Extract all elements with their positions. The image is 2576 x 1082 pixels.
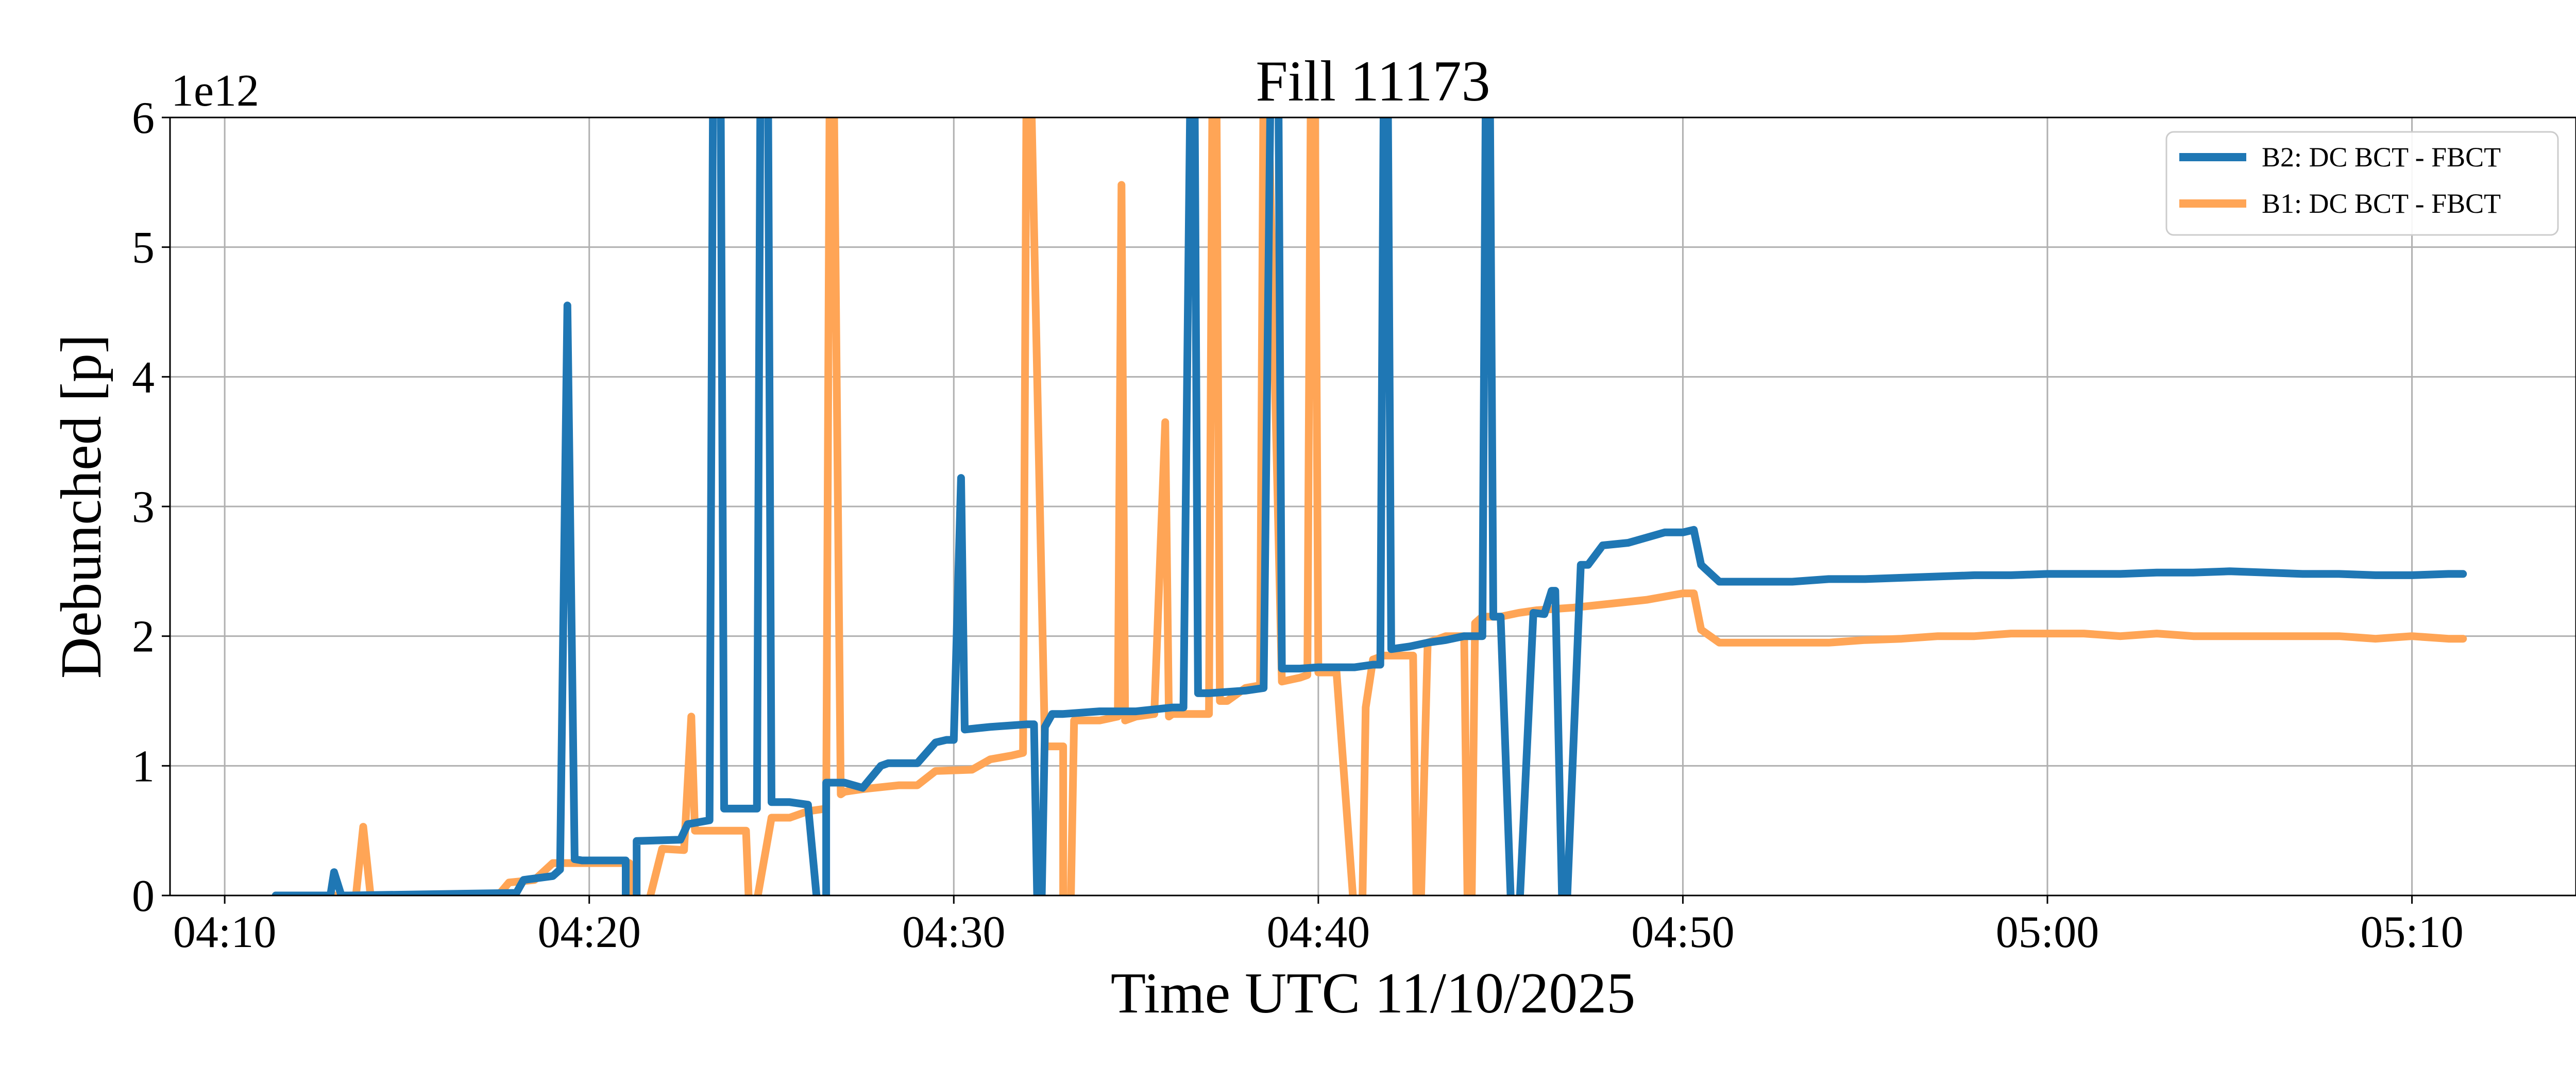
- x-axis-label: Time UTC 11/10/2025: [1111, 961, 1636, 1025]
- y-tick-label: 5: [132, 223, 155, 273]
- x-tick-label: 05:10: [2360, 907, 2463, 957]
- legend-label-b2: B2: DC BCT - FBCT: [2262, 142, 2501, 173]
- x-tick-label: 04:20: [537, 907, 640, 957]
- axis-ticks: 04:10 04:20 04:30 04:40 04:50 05:00 05:10 0 1 2 3 4…: [132, 93, 2464, 957]
- x-tick-label: 05:00: [1996, 907, 2099, 957]
- y-tick-label: 0: [132, 871, 155, 921]
- x-tick-label: 04:50: [1631, 907, 1734, 957]
- legend-label-b1: B1: DC BCT - FBCT: [2262, 188, 2501, 219]
- y-tick-label: 4: [132, 352, 155, 402]
- x-tick-label: 04:10: [173, 907, 276, 957]
- x-tick-label: 04:40: [1267, 907, 1370, 957]
- series-line-b1: [272, 117, 2467, 895]
- y-tick-label: 3: [132, 482, 155, 532]
- y-axis-label: Debunched [p]: [49, 334, 113, 679]
- y-tick-label: 6: [132, 93, 155, 143]
- x-tick-label: 04:30: [902, 907, 1005, 957]
- y-tick-label: 1: [132, 741, 155, 791]
- legend: B2: DC BCT - FBCT B1: DC BCT - FBCT: [2165, 131, 2559, 236]
- y-offset-label: 1e12: [171, 66, 259, 116]
- chart-title: Fill 11173: [1256, 49, 1490, 113]
- series-layer: [272, 117, 2467, 895]
- series-line-b2: [272, 117, 2467, 895]
- legend-box: [2165, 131, 2559, 236]
- y-tick-label: 2: [132, 612, 155, 662]
